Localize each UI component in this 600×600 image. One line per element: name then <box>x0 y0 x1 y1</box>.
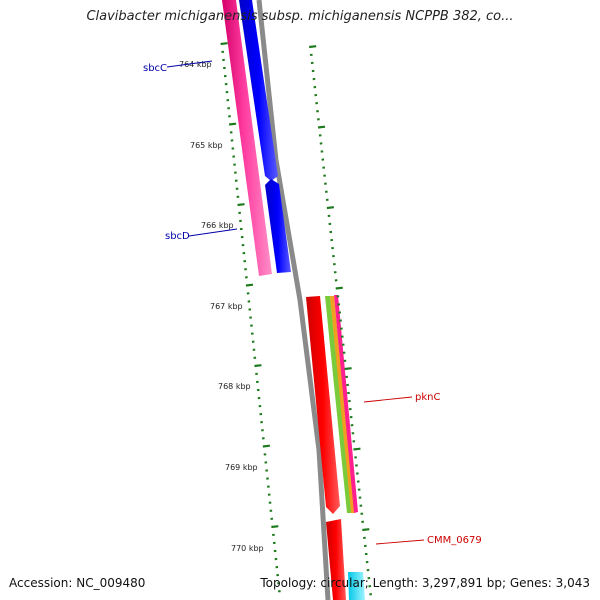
outer-tick-30 <box>335 286 343 290</box>
outer-tick-40 <box>344 367 352 371</box>
genome-summary-text: Topology: circular; Length: 3,297,891 bp… <box>260 576 590 590</box>
leader-line-sbcC <box>166 60 213 68</box>
inner-tick-marks <box>220 42 281 593</box>
tick-label-764: 764 kbp <box>179 60 212 69</box>
inner-tick-20 <box>237 203 245 207</box>
gene-label-CMM_0679[interactable]: CMM_0679 <box>427 535 482 546</box>
gene-feature-sbcD[interactable] <box>265 179 291 273</box>
gene-label-pknC[interactable]: pknC <box>415 392 440 403</box>
map-title: Clavibacter michiganensis subsp. michiga… <box>86 9 514 24</box>
gene-feature-sbcC[interactable] <box>239 0 278 181</box>
leader-line-pknC <box>363 396 413 403</box>
gene-feature-magenta[interactable] <box>222 0 272 276</box>
gene-feature-stripe-orange[interactable] <box>330 296 355 513</box>
tick-label-765: 765 kbp <box>190 141 223 150</box>
outer-tick-10 <box>317 125 326 129</box>
gene-feature-CMM_0679[interactable] <box>326 519 346 600</box>
gene-feature-cyan[interactable] <box>348 572 365 600</box>
tick-label-770: 770 kbp <box>231 544 264 553</box>
outer-tick-20 <box>326 206 335 210</box>
inner-tick-30 <box>245 283 254 287</box>
outer-tick-50 <box>353 447 361 451</box>
inner-tick-40 <box>254 364 262 368</box>
gene-label-sbcC[interactable]: sbcC <box>143 63 167 74</box>
gene-feature-stripe-pink[interactable] <box>334 295 358 513</box>
outer-tick-marks <box>309 45 373 596</box>
inner-tick-0 <box>220 42 228 46</box>
outer-tick-0 <box>309 45 317 49</box>
tick-label-766: 766 kbp <box>201 221 234 230</box>
leader-line-CMM_0679 <box>375 539 425 545</box>
outer-tick-60 <box>362 528 370 532</box>
genome-backbone <box>256 0 331 600</box>
gene-feature-stripe-green[interactable] <box>325 296 352 513</box>
tick-label-768: 768 kbp <box>218 382 251 391</box>
inner-tick-50 <box>262 444 271 448</box>
accession-text: Accession: NC_009480 <box>9 576 146 590</box>
tick-label-767: 767 kbp <box>210 302 243 311</box>
inner-tick-60 <box>271 525 279 529</box>
inner-tick-10 <box>228 122 237 126</box>
kbp-tick-labels: 764 kbp 765 kbp 766 kbp 767 kbp 768 kbp … <box>179 60 264 553</box>
gene-label-sbcD[interactable]: sbcD <box>165 231 190 242</box>
gene-feature-pknC[interactable] <box>306 296 340 514</box>
tick-label-769: 769 kbp <box>225 463 258 472</box>
leader-line-sbcD <box>188 228 238 237</box>
